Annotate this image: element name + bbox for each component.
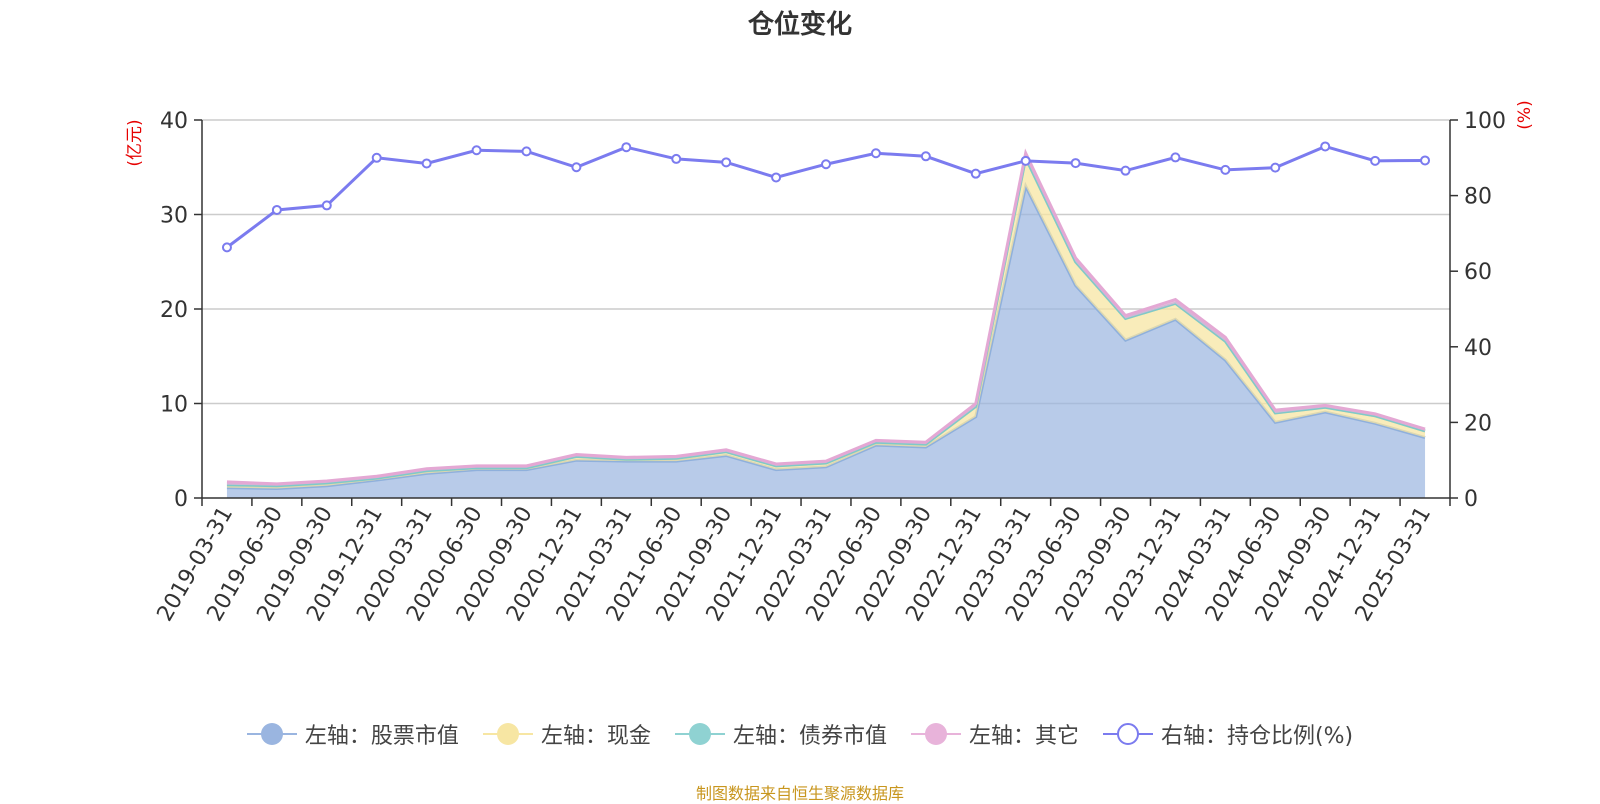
right-tick-label: 80 — [1464, 185, 1492, 210]
legend: 左轴：股票市值 左轴：现金 左轴：债券市值 左轴：其它 右轴：持仓比例(%) — [0, 718, 1600, 750]
legend-item-bond[interactable]: 左轴：债券市值 — [674, 718, 887, 750]
ratio-point — [1270, 162, 1281, 173]
area-series-edge-3 — [226, 148, 1426, 486]
ratio-point — [1070, 158, 1081, 169]
right-axis-title: (%) — [1515, 100, 1535, 129]
ratio-point — [421, 158, 432, 169]
ratio-point — [1370, 155, 1381, 166]
legend-label-other: 左轴：其它 — [968, 724, 1079, 749]
position-chart: 0102030400204060801002019-03-312019-06-3… — [125, 100, 1535, 626]
ratio-point — [521, 146, 532, 157]
chart-title: 仓位变化 — [747, 10, 852, 40]
legend-item-cash[interactable]: 左轴：现金 — [482, 718, 651, 750]
ratio-point — [970, 168, 981, 179]
legend-ratio-icon — [1102, 723, 1153, 745]
ratio-point — [920, 151, 931, 162]
left-tick-label: 20 — [160, 298, 188, 323]
axes: 0102030400204060801002019-03-312019-06-3… — [153, 109, 1506, 626]
area-series-0 — [226, 186, 1426, 498]
ratio-point — [621, 142, 632, 153]
legend-cash-icon — [482, 723, 533, 745]
left-tick-label: 30 — [160, 204, 188, 229]
left-tick-label: 40 — [160, 109, 188, 134]
left-tick-label: 10 — [160, 393, 188, 418]
right-tick-label: 100 — [1464, 109, 1506, 134]
legend-item-ratio[interactable]: 右轴：持仓比例(%) — [1102, 718, 1354, 750]
right-tick-label: 40 — [1464, 336, 1492, 361]
right-tick-label: 60 — [1464, 260, 1492, 285]
legend-label-ratio: 右轴：持仓比例(%) — [1160, 724, 1354, 749]
ratio-point — [721, 157, 732, 168]
stacked-areas — [226, 148, 1426, 498]
left-tick-label: 0 — [174, 487, 188, 512]
legend-item-other[interactable]: 左轴：其它 — [910, 718, 1079, 750]
ratio-point — [471, 145, 482, 156]
legend-other-icon — [910, 723, 961, 745]
ratio-point — [271, 204, 282, 215]
legend-stock-icon — [246, 723, 297, 745]
ratio-point — [1020, 155, 1031, 166]
ratio-point — [870, 148, 881, 159]
right-tick-label: 0 — [1464, 487, 1478, 512]
ratio-point — [571, 162, 582, 173]
ratio-point — [1170, 152, 1181, 163]
ratio-point — [671, 153, 682, 164]
legend-label-cash: 左轴：现金 — [540, 724, 651, 749]
legend-item-stock[interactable]: 左轴：股票市值 — [246, 718, 459, 750]
ratio-point — [1320, 141, 1331, 152]
area-series-1 — [226, 157, 1426, 489]
right-tick-label: 20 — [1464, 411, 1492, 436]
ratio-point — [821, 159, 831, 170]
ratio-line — [221, 141, 1431, 253]
ratio-point — [771, 172, 782, 183]
ratio-point — [221, 242, 232, 253]
legend-bond-icon — [674, 723, 725, 745]
source-note: 制图数据来自恒生聚源数据库 — [695, 784, 904, 803]
ratio-point — [1120, 165, 1131, 176]
legend-label-stock: 左轴：股票市值 — [304, 724, 459, 749]
ratio-point — [1220, 164, 1231, 175]
legend-label-bond: 左轴：债券市值 — [732, 724, 887, 749]
left-axis-title: (亿元) — [125, 119, 145, 166]
ratio-point — [321, 200, 332, 211]
ratio-point — [371, 152, 382, 163]
ratio-point — [1420, 155, 1431, 166]
